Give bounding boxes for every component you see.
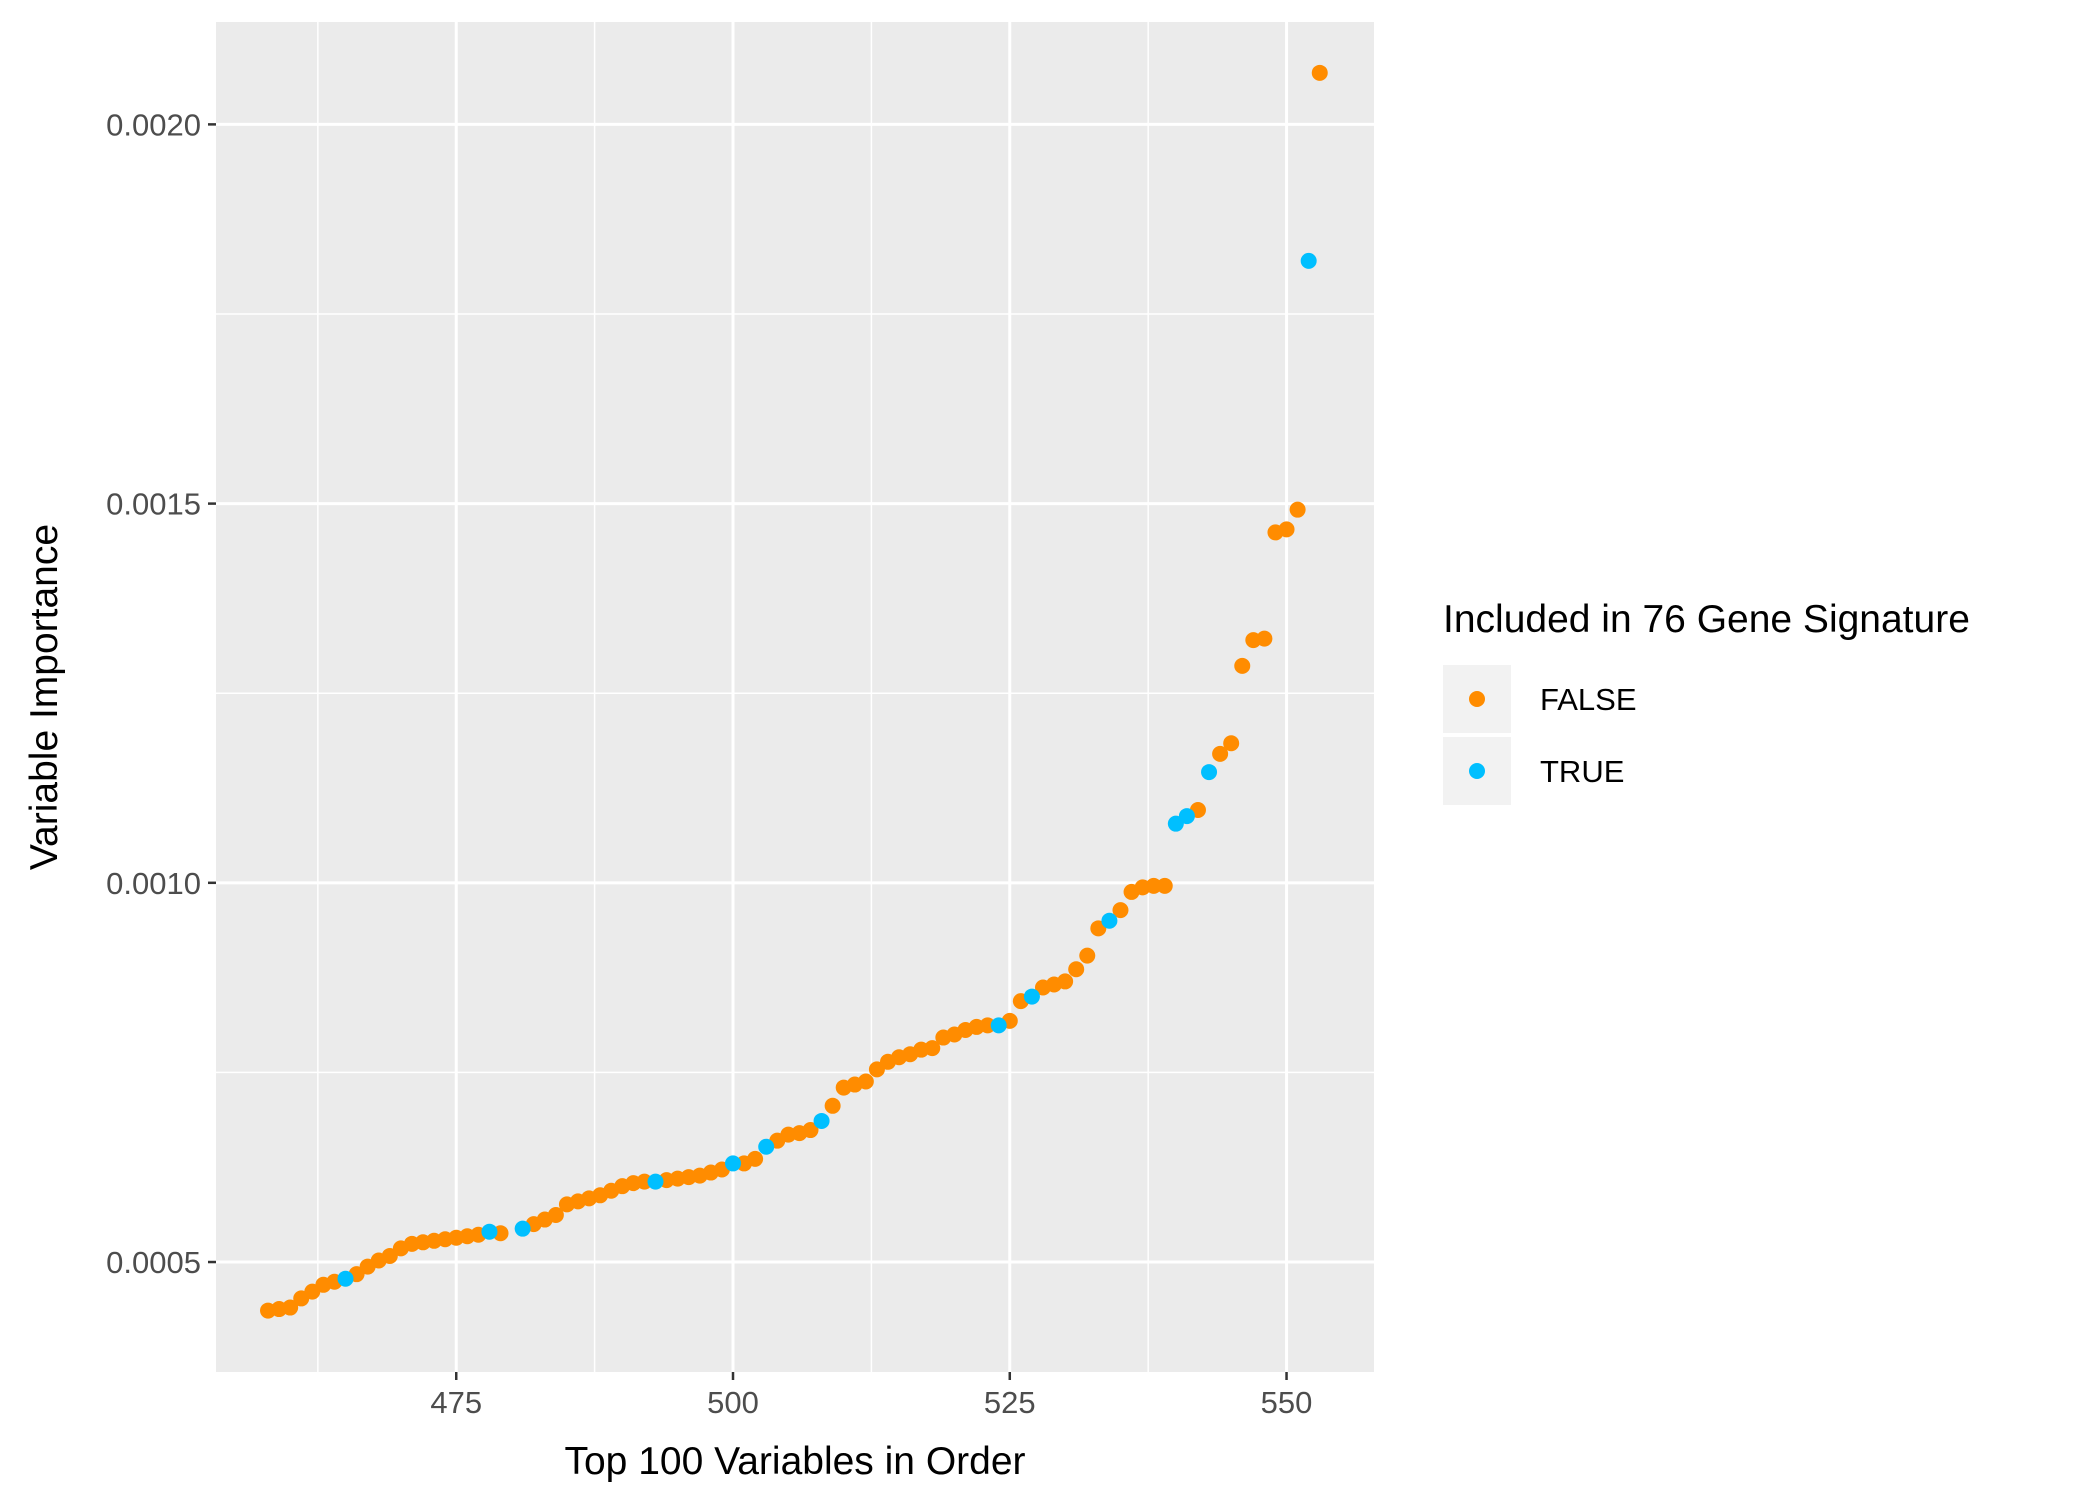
legend-item-true: TRUE [1443,737,1624,805]
legend-item-false: FALSE [1443,665,1637,733]
y-axis-title: Variable Importance [23,524,66,870]
data-point-false [1212,745,1229,762]
data-point-false [1278,521,1295,538]
legend: Included in 76 Gene Signature FALSE TRUE [1443,598,1970,805]
data-point-false [857,1073,874,1090]
data-point-true [481,1223,498,1240]
data-point-true [647,1173,664,1190]
data-point-false [924,1040,941,1057]
legend-point-true-icon [1469,763,1485,779]
data-point-false [747,1150,764,1167]
data-point-false [1289,501,1306,518]
data-point-false [802,1122,819,1139]
data-point-true [1023,988,1040,1005]
x-tick-label: 500 [707,1385,759,1420]
data-point-true [337,1270,354,1287]
data-point-true [1101,912,1118,929]
x-axis-title: Top 100 Variables in Order [564,1440,1025,1483]
x-tick-label: 475 [430,1385,482,1420]
data-point-false [282,1299,299,1316]
data-point-false [1311,64,1328,81]
data-point-false [1256,630,1273,647]
x-axis: 475 500 525 550 [430,1372,1312,1420]
y-tick-label: 0.0015 [106,487,201,522]
data-point-true [514,1220,531,1237]
data-point-false [824,1097,841,1114]
y-tick-label: 0.0020 [106,107,201,142]
y-tick-label: 0.0005 [106,1245,201,1280]
data-point-false [547,1207,564,1224]
plot-panel [216,22,1374,1372]
data-point-true [1300,252,1317,269]
data-point-false [1156,877,1173,894]
data-point-false [1145,877,1162,894]
legend-label-false: FALSE [1540,682,1637,717]
data-point-true [990,1017,1007,1034]
data-point-true [758,1138,775,1155]
data-point-false [1068,961,1085,978]
x-tick-label: 525 [984,1385,1036,1420]
data-point-false [1223,735,1240,752]
data-point-true [813,1112,830,1129]
data-point-false [1057,973,1074,990]
data-point-false [1112,902,1129,919]
major-gridlines [216,22,1374,1372]
data-points [260,64,1328,1319]
data-point-false [636,1173,653,1190]
y-tick-label: 0.0010 [106,866,201,901]
minor-gridlines [216,22,1374,1372]
legend-point-false-icon [1469,691,1485,707]
legend-title: Included in 76 Gene Signature [1443,598,1970,641]
data-point-false [979,1017,996,1034]
y-axis: 0.0005 0.0010 0.0015 0.0020 [106,107,216,1280]
data-point-true [1201,764,1218,781]
data-point-false [1079,947,1096,964]
data-point-true [725,1155,742,1172]
x-tick-label: 550 [1261,1385,1313,1420]
data-point-false [1234,657,1251,674]
data-point-true [1178,808,1195,825]
legend-label-true: TRUE [1540,754,1624,789]
